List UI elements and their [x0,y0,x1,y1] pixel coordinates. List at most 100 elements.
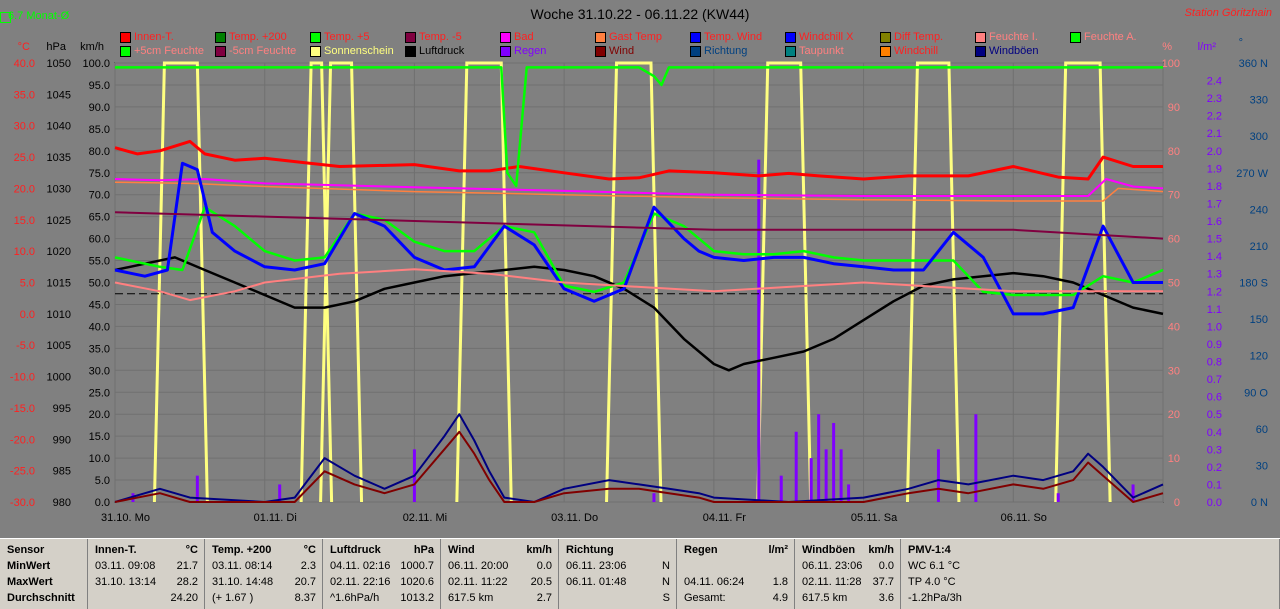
rain-tick: 0.0 [1207,497,1222,509]
legend-swatch [215,45,226,57]
legend-item[interactable]: Feuchte I. [975,31,1038,45]
legend-item[interactable]: Innen-T. [120,31,174,45]
rain-tick: 0.1 [1207,479,1222,491]
rain-tick: 1.9 [1207,163,1222,175]
legend-swatch [975,31,986,43]
rain-tick: 1.8 [1207,181,1222,193]
rain-tick: 0.2 [1207,462,1222,474]
legend-label: Taupunkt [799,45,844,58]
stats-column: Richtung 06.11. 23:06 N 06.11. 01:48 N S [559,539,677,609]
legend-swatch [690,45,701,57]
legend-swatch [785,45,796,57]
legend-item[interactable]: Luftdruck [405,45,464,59]
stats-column: Temp. +200 °C 03.11. 08:14 2.3 31.10. 14:48 2… [205,539,323,609]
stats-timestamp: TP 4.0 °C [908,576,956,588]
stats-column: Innen-T. °C 03.11. 09:08 21.7 31.10. 13:14 28… [88,539,205,609]
rain-tick: 1.7 [1207,198,1222,210]
humidity-tick: 70 [1168,190,1180,202]
legend-item[interactable]: Wind [595,45,634,59]
legend-label: -5cm Feuchte [229,45,297,58]
legend-item[interactable]: -5cm Feuchte [215,45,296,59]
legend-item[interactable]: Temp. -5 [405,31,462,45]
stats-column-header: Regen [684,544,718,556]
stats-column-unit: °C [303,544,316,556]
legend-item[interactable]: Diff Temp. [880,31,943,45]
humidity-tick: 10 [1168,453,1180,465]
stats-value: 1020.6 [400,576,434,588]
wind-tick: 15.0 [89,431,110,443]
legend-item[interactable]: Feuchte A. [1070,31,1137,45]
stats-row-label: MaxWert [7,576,53,588]
stats-timestamp: 31.10. 14:48 [212,576,274,588]
legend-item[interactable]: Sonnenschein [310,45,394,59]
legend-swatch [500,31,511,43]
legend-item[interactable]: Taupunkt [785,45,844,59]
stats-column-header: Richtung [566,544,614,556]
legend-item[interactable]: Temp. Wind [690,31,762,45]
stats-value: 20.5 [530,576,552,588]
rain-tick: 1.2 [1207,286,1222,298]
legend-swatch [690,31,701,43]
average-toggle-label[interactable]: 6.7 Monat-Ø [8,10,70,22]
direction-tick: 180 S [1239,278,1268,290]
legend-item[interactable]: Gast Temp [595,31,662,45]
wind-tick: 75.0 [89,168,110,180]
legend-item[interactable]: Windchill [880,45,938,59]
stats-timestamp: -1.2hPa/3h [908,592,962,604]
legend-item[interactable]: Windchill X [785,31,853,45]
stats-value: 21.7 [176,560,198,572]
rain-tick: 0.4 [1207,427,1222,439]
stats-timestamp: 02.11. 11:28 [802,576,862,588]
stats-timestamp: 06.11. 23:06 [802,560,863,572]
rain-unit: l/m² [1198,41,1217,53]
stats-timestamp: 03.11. 08:14 [212,560,273,572]
stats-timestamp: 04.11. 02:16 [330,560,391,572]
legend-item[interactable]: Regen [500,45,546,59]
stats-value: N [662,576,670,588]
stats-value: 24.20 [170,592,198,604]
legend-label: Feuchte A. [1084,31,1137,44]
wind-unit: km/h [80,41,104,53]
humidity-tick: 50 [1168,278,1180,290]
stats-timestamp: (+ 1.67 ) [212,592,254,604]
legend-item[interactable]: Temp. +5 [310,31,370,45]
pressure-tick: 1025 [47,215,71,227]
humidity-tick: 30 [1168,365,1180,377]
stats-column-unit: km/h [868,544,894,556]
x-tick-label: 04.11. Fr [703,512,747,524]
stats-timestamp: 02.11. 11:22 [448,576,508,588]
stats-value: 2.7 [536,592,552,604]
legend-item[interactable]: Bad [500,31,534,45]
legend-item[interactable]: Temp. +200 [215,31,287,45]
wind-tick: 85.0 [89,124,110,136]
direction-tick: 120 [1250,351,1268,363]
stats-row-label: MinWert [7,560,51,572]
legend-item[interactable]: Windböen [975,45,1039,59]
stats-value: 8.37 [294,592,316,604]
stats-timestamp: 03.11. 09:08 [95,560,156,572]
stats-value: 0.0 [878,560,894,572]
legend-swatch [310,45,321,57]
stats-column: Windböen km/h 06.11. 23:06 0.0 02.11. 11:28 3… [795,539,901,609]
legend-label: Temp. +200 [229,31,287,44]
average-toggle-checkbox[interactable] [0,12,11,23]
humidity-unit: % [1162,41,1172,53]
temperature-tick: 40.0 [14,58,35,70]
legend-label: Temp. -5 [419,31,462,44]
legend-item[interactable]: Richtung [690,45,747,59]
temperature-tick: -15.0 [10,403,35,415]
legend-label: Innen-T. [134,31,174,44]
stats-timestamp: 06.11. 20:00 [448,560,509,572]
stats-timestamp: 31.10. 13:14 [95,576,157,588]
temperature-unit: °C [18,41,30,53]
pressure-tick: 995 [53,403,71,415]
stats-value: 1.8 [772,576,788,588]
direction-tick: 360 N [1239,58,1268,70]
stats-timestamp: 06.11. 23:06 [566,560,627,572]
stats-timestamp: 617.5 km [448,592,494,604]
rain-tick: 1.1 [1207,304,1222,316]
legend-item[interactable]: +5cm Feuchte [120,45,204,59]
stats-column-unit: km/h [526,544,552,556]
legend-swatch [880,31,891,43]
rain-tick: 1.5 [1207,234,1222,246]
